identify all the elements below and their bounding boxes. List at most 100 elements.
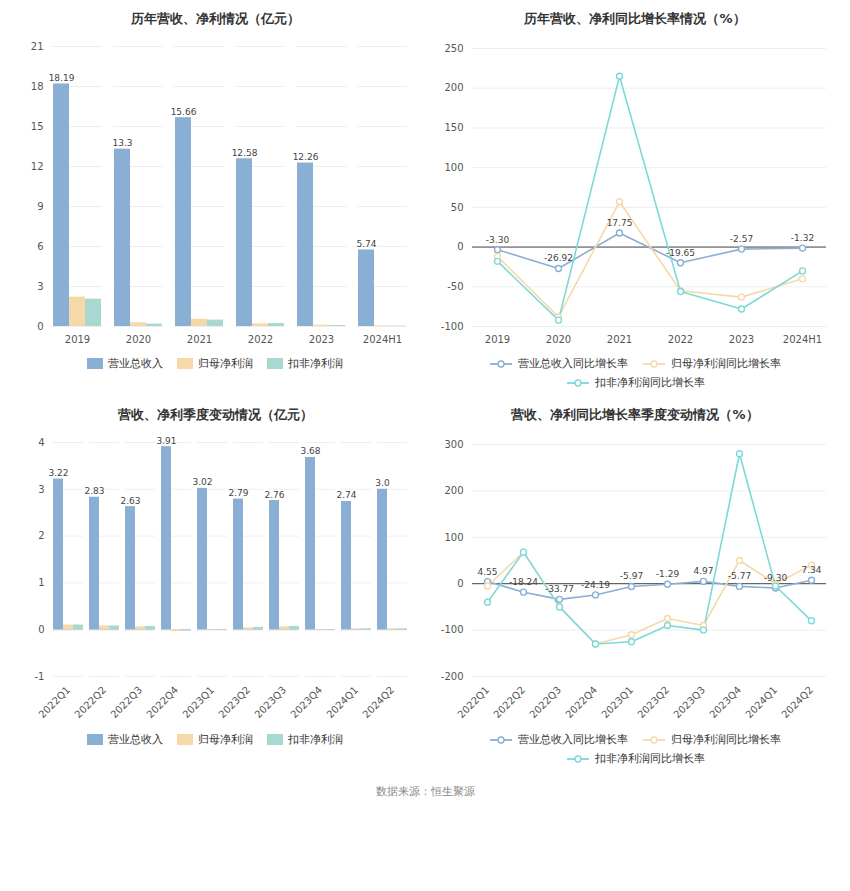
svg-text:50: 50 — [451, 202, 464, 213]
svg-text:-100: -100 — [441, 624, 464, 635]
svg-text:0: 0 — [457, 578, 463, 589]
svg-text:-5.97: -5.97 — [620, 571, 643, 581]
svg-text:2.74: 2.74 — [336, 490, 356, 500]
svg-text:0: 0 — [457, 241, 463, 252]
html-text:营业总收入同比增长率: 营业总收入同比增长率 — [518, 357, 628, 370]
svg-text:150: 150 — [444, 122, 463, 133]
svg-text:18.19: 18.19 — [49, 73, 75, 83]
svg-text:2020: 2020 — [546, 334, 571, 345]
svg-text:2024Q1: 2024Q1 — [324, 684, 360, 720]
svg-text:2023Q1: 2023Q1 — [180, 684, 216, 720]
html-text:历年营收、净利情况（亿元）: 历年营收、净利情况（亿元） — [130, 11, 300, 26]
svg-text:2.79: 2.79 — [228, 488, 248, 498]
svg-text:2022Q3: 2022Q3 — [108, 684, 144, 720]
svg-text:2020: 2020 — [126, 334, 151, 345]
svg-text:3: 3 — [37, 281, 43, 292]
svg-text:2023: 2023 — [729, 334, 754, 345]
svg-text:2023Q2: 2023Q2 — [216, 684, 252, 720]
svg-text:-26.92: -26.92 — [544, 253, 573, 263]
svg-text:2.76: 2.76 — [264, 490, 284, 500]
svg-text:4.97: 4.97 — [693, 566, 713, 576]
svg-text:0: 0 — [37, 321, 43, 332]
svg-text:17.75: 17.75 — [607, 218, 633, 228]
html-text:历年营收、净利同比增长率情况（%）: 历年营收、净利同比增长率情况（%） — [524, 11, 746, 26]
svg-text:2022Q4: 2022Q4 — [144, 684, 180, 720]
svg-text:2023Q2: 2023Q2 — [635, 684, 671, 720]
svg-text:3.02: 3.02 — [192, 477, 212, 487]
svg-text:100: 100 — [444, 532, 463, 543]
svg-text:-24.19: -24.19 — [581, 580, 610, 590]
svg-text:15.66: 15.66 — [171, 107, 197, 117]
svg-text:2023Q1: 2023Q1 — [599, 684, 635, 720]
svg-text:2023Q3: 2023Q3 — [252, 684, 288, 720]
svg-text:4: 4 — [38, 437, 44, 448]
svg-text:3: 3 — [38, 484, 44, 495]
svg-text:2022Q4: 2022Q4 — [563, 684, 599, 720]
svg-text:18: 18 — [31, 81, 44, 92]
svg-text:2021: 2021 — [607, 334, 632, 345]
svg-text:12.26: 12.26 — [293, 152, 319, 162]
svg-text:2022Q2: 2022Q2 — [72, 684, 108, 720]
svg-text:100: 100 — [444, 162, 463, 173]
svg-text:2022Q1: 2022Q1 — [455, 684, 491, 720]
svg-text:200: 200 — [444, 82, 463, 93]
svg-text:2024Q2: 2024Q2 — [779, 684, 815, 720]
svg-text:300: 300 — [444, 439, 463, 450]
svg-text:2022Q1: 2022Q1 — [36, 684, 72, 720]
svg-text:15: 15 — [31, 121, 44, 132]
svg-text:3.0: 3.0 — [375, 478, 390, 488]
svg-text:-19.65: -19.65 — [666, 248, 695, 258]
svg-text:2: 2 — [38, 530, 44, 541]
svg-text:-50: -50 — [447, 281, 463, 292]
svg-text:2024Q2: 2024Q2 — [360, 684, 396, 720]
svg-text:-1: -1 — [35, 671, 45, 682]
svg-text:21: 21 — [31, 41, 44, 52]
svg-text:-5.77: -5.77 — [728, 571, 751, 581]
svg-text:-9.30: -9.30 — [764, 573, 788, 583]
svg-text:2024Q1: 2024Q1 — [743, 684, 779, 720]
svg-text:2024H1: 2024H1 — [363, 334, 402, 345]
svg-text:2022: 2022 — [248, 334, 273, 345]
html-text:归母净利润: 归母净利润 — [198, 357, 253, 370]
svg-text:2023: 2023 — [309, 334, 334, 345]
svg-text:2021: 2021 — [187, 334, 212, 345]
svg-text:0: 0 — [38, 624, 44, 635]
svg-text:2.63: 2.63 — [120, 496, 140, 506]
svg-text:2019: 2019 — [65, 334, 90, 345]
svg-text:-18.24: -18.24 — [509, 577, 538, 587]
svg-text:7.34: 7.34 — [801, 565, 821, 575]
svg-text:12: 12 — [31, 161, 44, 172]
svg-text:3.22: 3.22 — [48, 468, 68, 478]
html-text:营业总收入: 营业总收入 — [108, 357, 163, 370]
svg-text:-33.77: -33.77 — [545, 584, 574, 594]
svg-text:2019: 2019 — [485, 334, 510, 345]
svg-text:6: 6 — [37, 241, 43, 252]
svg-text:2.83: 2.83 — [84, 486, 104, 496]
svg-text:2023Q4: 2023Q4 — [288, 684, 324, 720]
svg-text:2023Q3: 2023Q3 — [671, 684, 707, 720]
html-text:扣非净利润: 扣非净利润 — [288, 357, 343, 370]
svg-text:2022: 2022 — [668, 334, 693, 345]
html-text:营收、净利季度变动情况（亿元）: 营收、净利季度变动情况（亿元） — [117, 407, 313, 422]
svg-text:-1.29: -1.29 — [656, 569, 680, 579]
svg-text:-200: -200 — [441, 671, 464, 682]
svg-text:2022Q3: 2022Q3 — [527, 684, 563, 720]
svg-text:3.91: 3.91 — [156, 436, 176, 446]
svg-text:9: 9 — [37, 201, 43, 212]
svg-text:250: 250 — [444, 43, 463, 54]
svg-text:5.74: 5.74 — [356, 239, 376, 249]
svg-text:1: 1 — [38, 577, 44, 588]
svg-text:-3.30: -3.30 — [486, 235, 510, 245]
svg-text:2023Q4: 2023Q4 — [707, 684, 743, 720]
svg-text:200: 200 — [444, 485, 463, 496]
svg-text:12.58: 12.58 — [232, 148, 258, 158]
svg-text:4.55: 4.55 — [477, 567, 497, 577]
svg-text:-100: -100 — [441, 321, 464, 332]
svg-text:13.3: 13.3 — [112, 138, 132, 148]
svg-text:2022Q2: 2022Q2 — [491, 684, 527, 720]
svg-text:3.68: 3.68 — [300, 446, 320, 456]
svg-text:-1.32: -1.32 — [791, 233, 814, 243]
svg-text:-2.57: -2.57 — [730, 234, 753, 244]
html-text:营收、净利同比增长率季度变动情况（%）: 营收、净利同比增长率季度变动情况（%） — [511, 407, 759, 422]
svg-text:2024H1: 2024H1 — [783, 334, 822, 345]
